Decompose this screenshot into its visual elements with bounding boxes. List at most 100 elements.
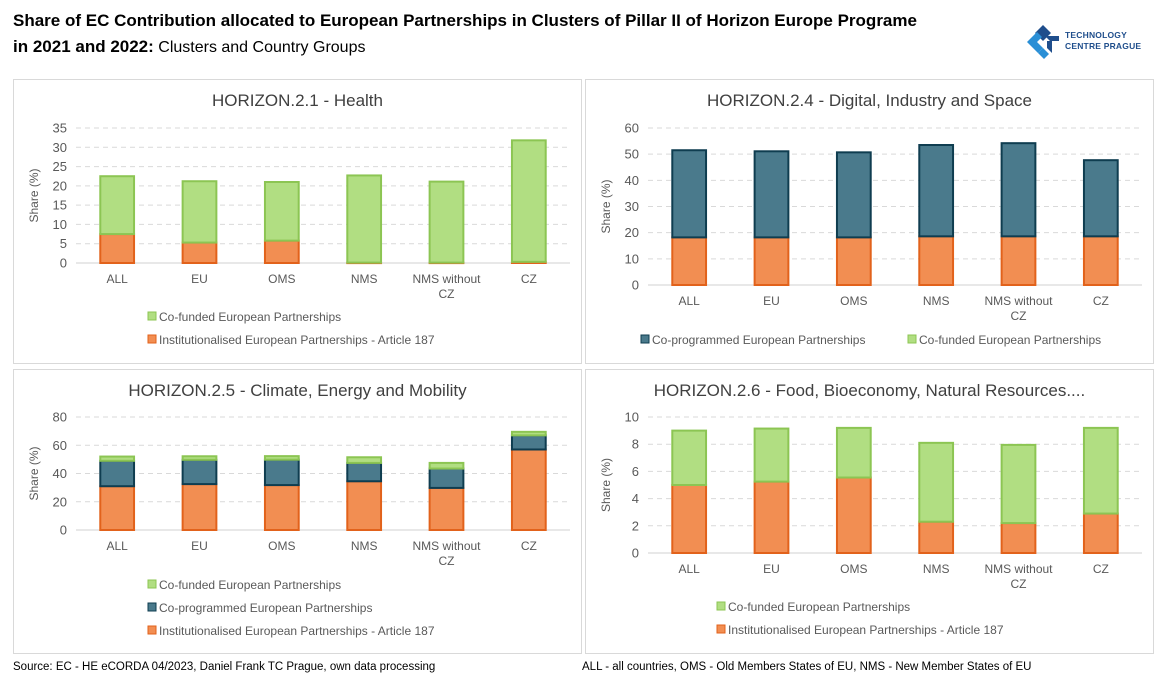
bar-segment-institutionalised [428, 486, 465, 531]
legend-label: Co-programmed European Partnerships [652, 333, 865, 347]
legend-swatch-institutionalised [716, 624, 726, 634]
y-tick-label: 4 [632, 491, 639, 506]
x-category-label: CZ [521, 272, 537, 286]
y-tick-label: 8 [632, 437, 639, 452]
legend-swatch-cofunded [907, 334, 917, 344]
chart-climate: HORIZON.2.5 - Climate, Energy and Mobili… [27, 381, 570, 638]
bar-segment-institutionalised [99, 485, 136, 531]
bar-segment-cofunded [181, 455, 218, 461]
bar-segment-institutionalised [1000, 522, 1037, 555]
bar-segment-coprogrammed [181, 458, 218, 486]
chart-panel-climate: HORIZON.2.5 - Climate, Energy and Mobili… [13, 369, 582, 654]
x-category-label: ALL [106, 539, 128, 553]
x-category-label: ALL [678, 294, 700, 308]
bar-segment-institutionalised [835, 476, 872, 554]
y-tick-label: 0 [60, 256, 67, 271]
x-category-label: CZ [521, 539, 537, 553]
chart-digital: HORIZON.2.4 - Digital, Industry and Spac… [599, 91, 1142, 347]
bar-segment-cofunded [753, 427, 790, 483]
bar-segment-cofunded [671, 429, 708, 486]
x-category-label: ALL [678, 562, 700, 576]
report-subtitle-rest: Clusters and Country Groups [153, 39, 366, 56]
legend-label: Institutionalised European Partnerships … [159, 333, 435, 347]
abbreviation-note: ALL - all countries, OMS - Old Members S… [582, 661, 1032, 673]
bar-segment-cofunded [346, 456, 383, 464]
legend-swatch-coprogrammed [640, 334, 650, 344]
bar-segment-institutionalised [671, 236, 708, 286]
x-category-label: NMS [351, 539, 378, 553]
y-tick-label: 6 [632, 464, 639, 479]
y-axis-label: Share (%) [599, 179, 613, 233]
bar-segment-institutionalised [918, 235, 955, 286]
x-category-label: OMS [840, 294, 867, 308]
logo-line1: TECHNOLOGY [1065, 30, 1127, 40]
bar-segment-institutionalised [263, 239, 300, 264]
bar-segment-institutionalised [181, 483, 218, 531]
legend-swatch-coprogrammed [147, 602, 157, 612]
bar-segment-coprogrammed [753, 150, 790, 239]
bar-segment-coprogrammed [1000, 142, 1037, 238]
y-tick-label: 60 [625, 121, 639, 136]
legend-label: Co-funded European Partnerships [728, 600, 910, 614]
y-tick-label: 35 [53, 121, 67, 136]
bar-segment-coprogrammed [1082, 159, 1119, 238]
legend-swatch-cofunded [716, 601, 726, 611]
legend-label: Co-funded European Partnerships [919, 333, 1101, 347]
bar-segment-cofunded [835, 426, 872, 479]
legend-swatch-institutionalised [147, 334, 157, 344]
y-tick-label: 20 [53, 494, 67, 509]
chart-title: HORIZON.2.1 - Health [212, 91, 383, 110]
bar-segment-institutionalised [753, 480, 790, 554]
bar-segment-cofunded [1082, 426, 1119, 515]
legend-swatch-cofunded [147, 579, 157, 589]
y-tick-label: 15 [53, 198, 67, 213]
y-tick-label: 30 [625, 199, 639, 214]
y-tick-label: 2 [632, 518, 639, 533]
chart-panel-health: HORIZON.2.1 - Health 0 5 10 15 20 25 30 35 Share … [13, 79, 582, 364]
chart-panel-digital: HORIZON.2.4 - Digital, Industry and Spac… [585, 79, 1154, 364]
source-note: Source: EC - HE eCORDA 04/2023, Daniel F… [13, 661, 436, 673]
bar-segment-institutionalised [753, 236, 790, 286]
bar-segment-cofunded [99, 175, 136, 236]
bar-segment-cofunded [263, 181, 300, 242]
legend-swatch-cofunded [147, 311, 157, 321]
y-axis-label: Share (%) [599, 458, 613, 512]
y-tick-label: 20 [53, 178, 67, 193]
bar-segment-institutionalised [1000, 235, 1037, 286]
bar-segment-coprogrammed [99, 459, 136, 488]
x-category-label: NMS without CZ [984, 562, 1053, 591]
x-category-label: EU [763, 294, 780, 308]
bar-segment-institutionalised [671, 484, 708, 554]
chart-title: HORIZON.2.5 - Climate, Energy and Mobili… [128, 381, 467, 400]
x-category-label: NMS [923, 562, 950, 576]
bar-segment-cofunded [428, 461, 465, 470]
y-tick-label: 30 [53, 140, 67, 155]
bar-segment-cofunded [428, 180, 465, 264]
bar-segment-institutionalised [99, 233, 136, 264]
y-tick-label: 5 [60, 236, 67, 251]
legend-swatch-institutionalised [147, 625, 157, 635]
bar-segment-coprogrammed [346, 461, 383, 483]
bar-segment-institutionalised [835, 236, 872, 286]
y-tick-label: 80 [53, 410, 67, 425]
tc-prague-logo: TECHNOLOGY CENTRE PRAGUE [1025, 23, 1165, 63]
x-category-label: ALL [106, 272, 128, 286]
x-category-label: CZ [1093, 294, 1109, 308]
bar-segment-institutionalised [1082, 235, 1119, 286]
bar-segment-cofunded [918, 441, 955, 523]
y-tick-label: 10 [53, 217, 67, 232]
x-category-label: EU [763, 562, 780, 576]
bar-segment-institutionalised [918, 520, 955, 555]
y-tick-label: 10 [625, 410, 639, 425]
x-category-label: CZ [1093, 562, 1109, 576]
x-category-label: OMS [268, 539, 295, 553]
bar-segment-cofunded [181, 180, 218, 244]
y-tick-label: 0 [632, 278, 639, 293]
bar-segment-coprogrammed [428, 467, 465, 489]
bar-segment-coprogrammed [918, 144, 955, 238]
chart-title: HORIZON.2.4 - Digital, Industry and Spac… [707, 91, 1032, 110]
bar-segment-institutionalised [510, 448, 547, 531]
chart-food: HORIZON.2.6 - Food, Bioeconomy, Natural … [599, 381, 1142, 637]
y-tick-label: 25 [53, 159, 67, 174]
y-tick-label: 0 [632, 546, 639, 561]
